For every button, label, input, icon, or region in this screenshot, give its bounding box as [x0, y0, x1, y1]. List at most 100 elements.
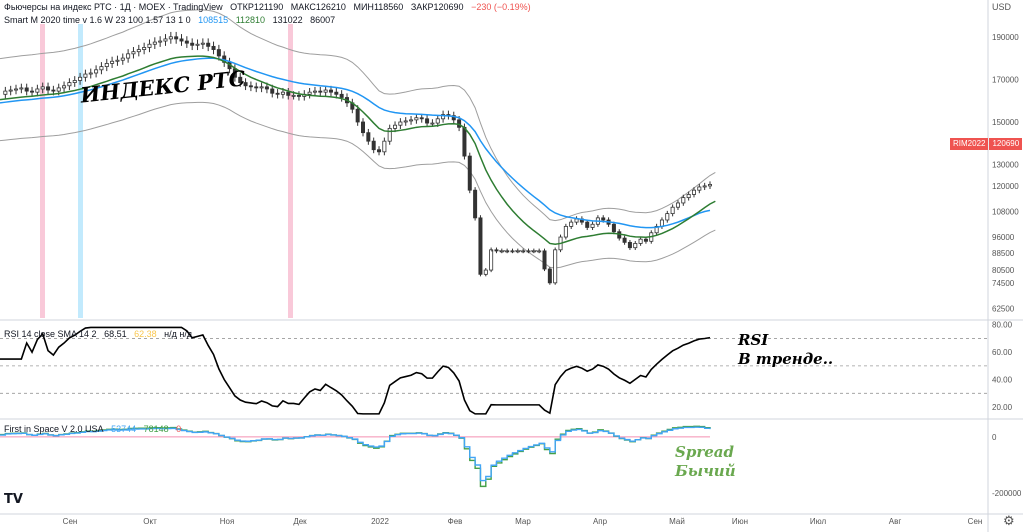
candle-body [462, 126, 467, 157]
candle-body [633, 243, 638, 249]
time-axis-label: Окт [143, 517, 157, 526]
price-tag-symbol: RIM2022 [950, 138, 989, 150]
candle-body [563, 225, 568, 238]
candle-body [110, 60, 115, 64]
candle-body [547, 268, 552, 284]
candle-body [195, 43, 200, 46]
candle-body [489, 249, 494, 271]
candle-body [638, 238, 643, 244]
moving-averages [0, 55, 716, 246]
ma-blue-line [0, 57, 711, 229]
rsi-sma-value: 62.38 [134, 329, 157, 339]
candle-body [78, 76, 83, 81]
price-tick-label: 120000 [992, 182, 1019, 191]
rsi-tick-label: 40.00 [992, 376, 1013, 385]
candle-body [398, 121, 403, 126]
rsi-legend[interactable]: RSI 14 close SMA 14 2 68.51 62.38 н/д н/… [4, 329, 197, 339]
price-candles [3, 31, 713, 285]
channel-upper [0, 9, 716, 222]
candle-body [686, 194, 691, 199]
candle-body [601, 217, 606, 221]
candle-body [216, 49, 221, 57]
currency-label: USD [992, 2, 1012, 12]
candle-body [537, 250, 542, 253]
candle-body [184, 40, 189, 44]
rsi-tick-label: 60.00 [992, 348, 1013, 357]
candle-body [14, 88, 19, 91]
candle-body [697, 186, 702, 191]
candle-body [254, 86, 259, 89]
candle-body [590, 223, 595, 228]
price-tick-label: 130000 [992, 161, 1019, 170]
price-tick-label: 108000 [992, 207, 1019, 216]
candle-body [40, 86, 45, 90]
candle-body [691, 189, 696, 195]
time-axis-label: Фев [448, 517, 463, 526]
indicator1-value-4: 86007 [310, 15, 336, 25]
spread-value-1: 53744 [111, 424, 137, 434]
rsi-name: RSI 14 close SMA 14 2 [4, 329, 97, 339]
candle-body [328, 89, 333, 93]
candle-body [312, 90, 317, 93]
highlight-band-2 [288, 24, 293, 318]
price-channel [0, 9, 716, 269]
spread-subtitle-annotation: Бычий [675, 462, 736, 480]
rsi-title-annotation: RSI [738, 331, 769, 349]
candle-body [377, 149, 382, 153]
rsi-tick-label: 80.00 [992, 321, 1013, 330]
symbol-header: Фьючерсы на индекс РТС · 1Д · MOEX · Tra… [4, 2, 536, 12]
candle-body [419, 117, 424, 120]
time-axis-label: Май [669, 517, 685, 526]
candle-body [670, 206, 675, 215]
candle-body [355, 108, 360, 123]
spread-title-annotation: Spread [675, 443, 734, 461]
candle-body [158, 40, 163, 43]
ohlc-close: ЗАКР120690 [410, 2, 464, 12]
candle-body [200, 42, 205, 45]
highlight-band-1 [78, 24, 83, 318]
candle-body [393, 124, 398, 129]
candle-body [83, 73, 88, 78]
candle-body [30, 90, 35, 93]
spread-legend[interactable]: First in Space V 2.0 USA 53744 78148 0 [4, 424, 186, 434]
rsi-tick-label: 20.00 [992, 403, 1013, 412]
candle-body [115, 59, 120, 62]
candle-body [72, 80, 77, 83]
candle-body [275, 92, 280, 95]
candle-body [366, 132, 371, 142]
candle-body [142, 47, 147, 50]
candle-body [665, 213, 670, 221]
indicator1-legend[interactable]: Smart M 2020 time v 1.6 W 23 100 1.57 13… [4, 15, 340, 25]
candle-body [94, 69, 99, 74]
gear-icon[interactable]: ⚙ [1003, 514, 1015, 529]
candle-body [361, 121, 366, 134]
candle-body [286, 91, 291, 96]
candle-body [702, 185, 707, 188]
candle-body [280, 91, 285, 95]
candle-body [451, 115, 456, 121]
ohlc-low: МИН118560 [353, 2, 404, 12]
time-axis-label: Сен [968, 517, 983, 526]
time-axis-label: Июн [732, 517, 748, 526]
time-axis-label: Сен [63, 517, 78, 526]
tradingview-logo[interactable]: TV [4, 492, 23, 507]
candle-body [441, 114, 446, 120]
candle-body [152, 41, 157, 45]
candle-body [307, 91, 312, 95]
price-tick-label: 80500 [992, 266, 1015, 275]
candle-body [478, 217, 483, 275]
rsi-value: 68.51 [104, 329, 127, 339]
price-change: −230 (−0.19%) [471, 2, 531, 12]
candle-body [425, 118, 430, 124]
candle-body [3, 90, 8, 95]
indicator1-value-3: 131022 [272, 15, 303, 25]
spread-tick-label: -200000 [992, 489, 1022, 498]
rsi-extra: н/д н/д [164, 329, 193, 339]
candle-body [553, 249, 558, 284]
candle-body [126, 53, 131, 59]
candle-body [403, 120, 408, 123]
candle-body [473, 189, 478, 219]
candle-body [206, 42, 211, 47]
highlight-band-0 [40, 24, 45, 318]
